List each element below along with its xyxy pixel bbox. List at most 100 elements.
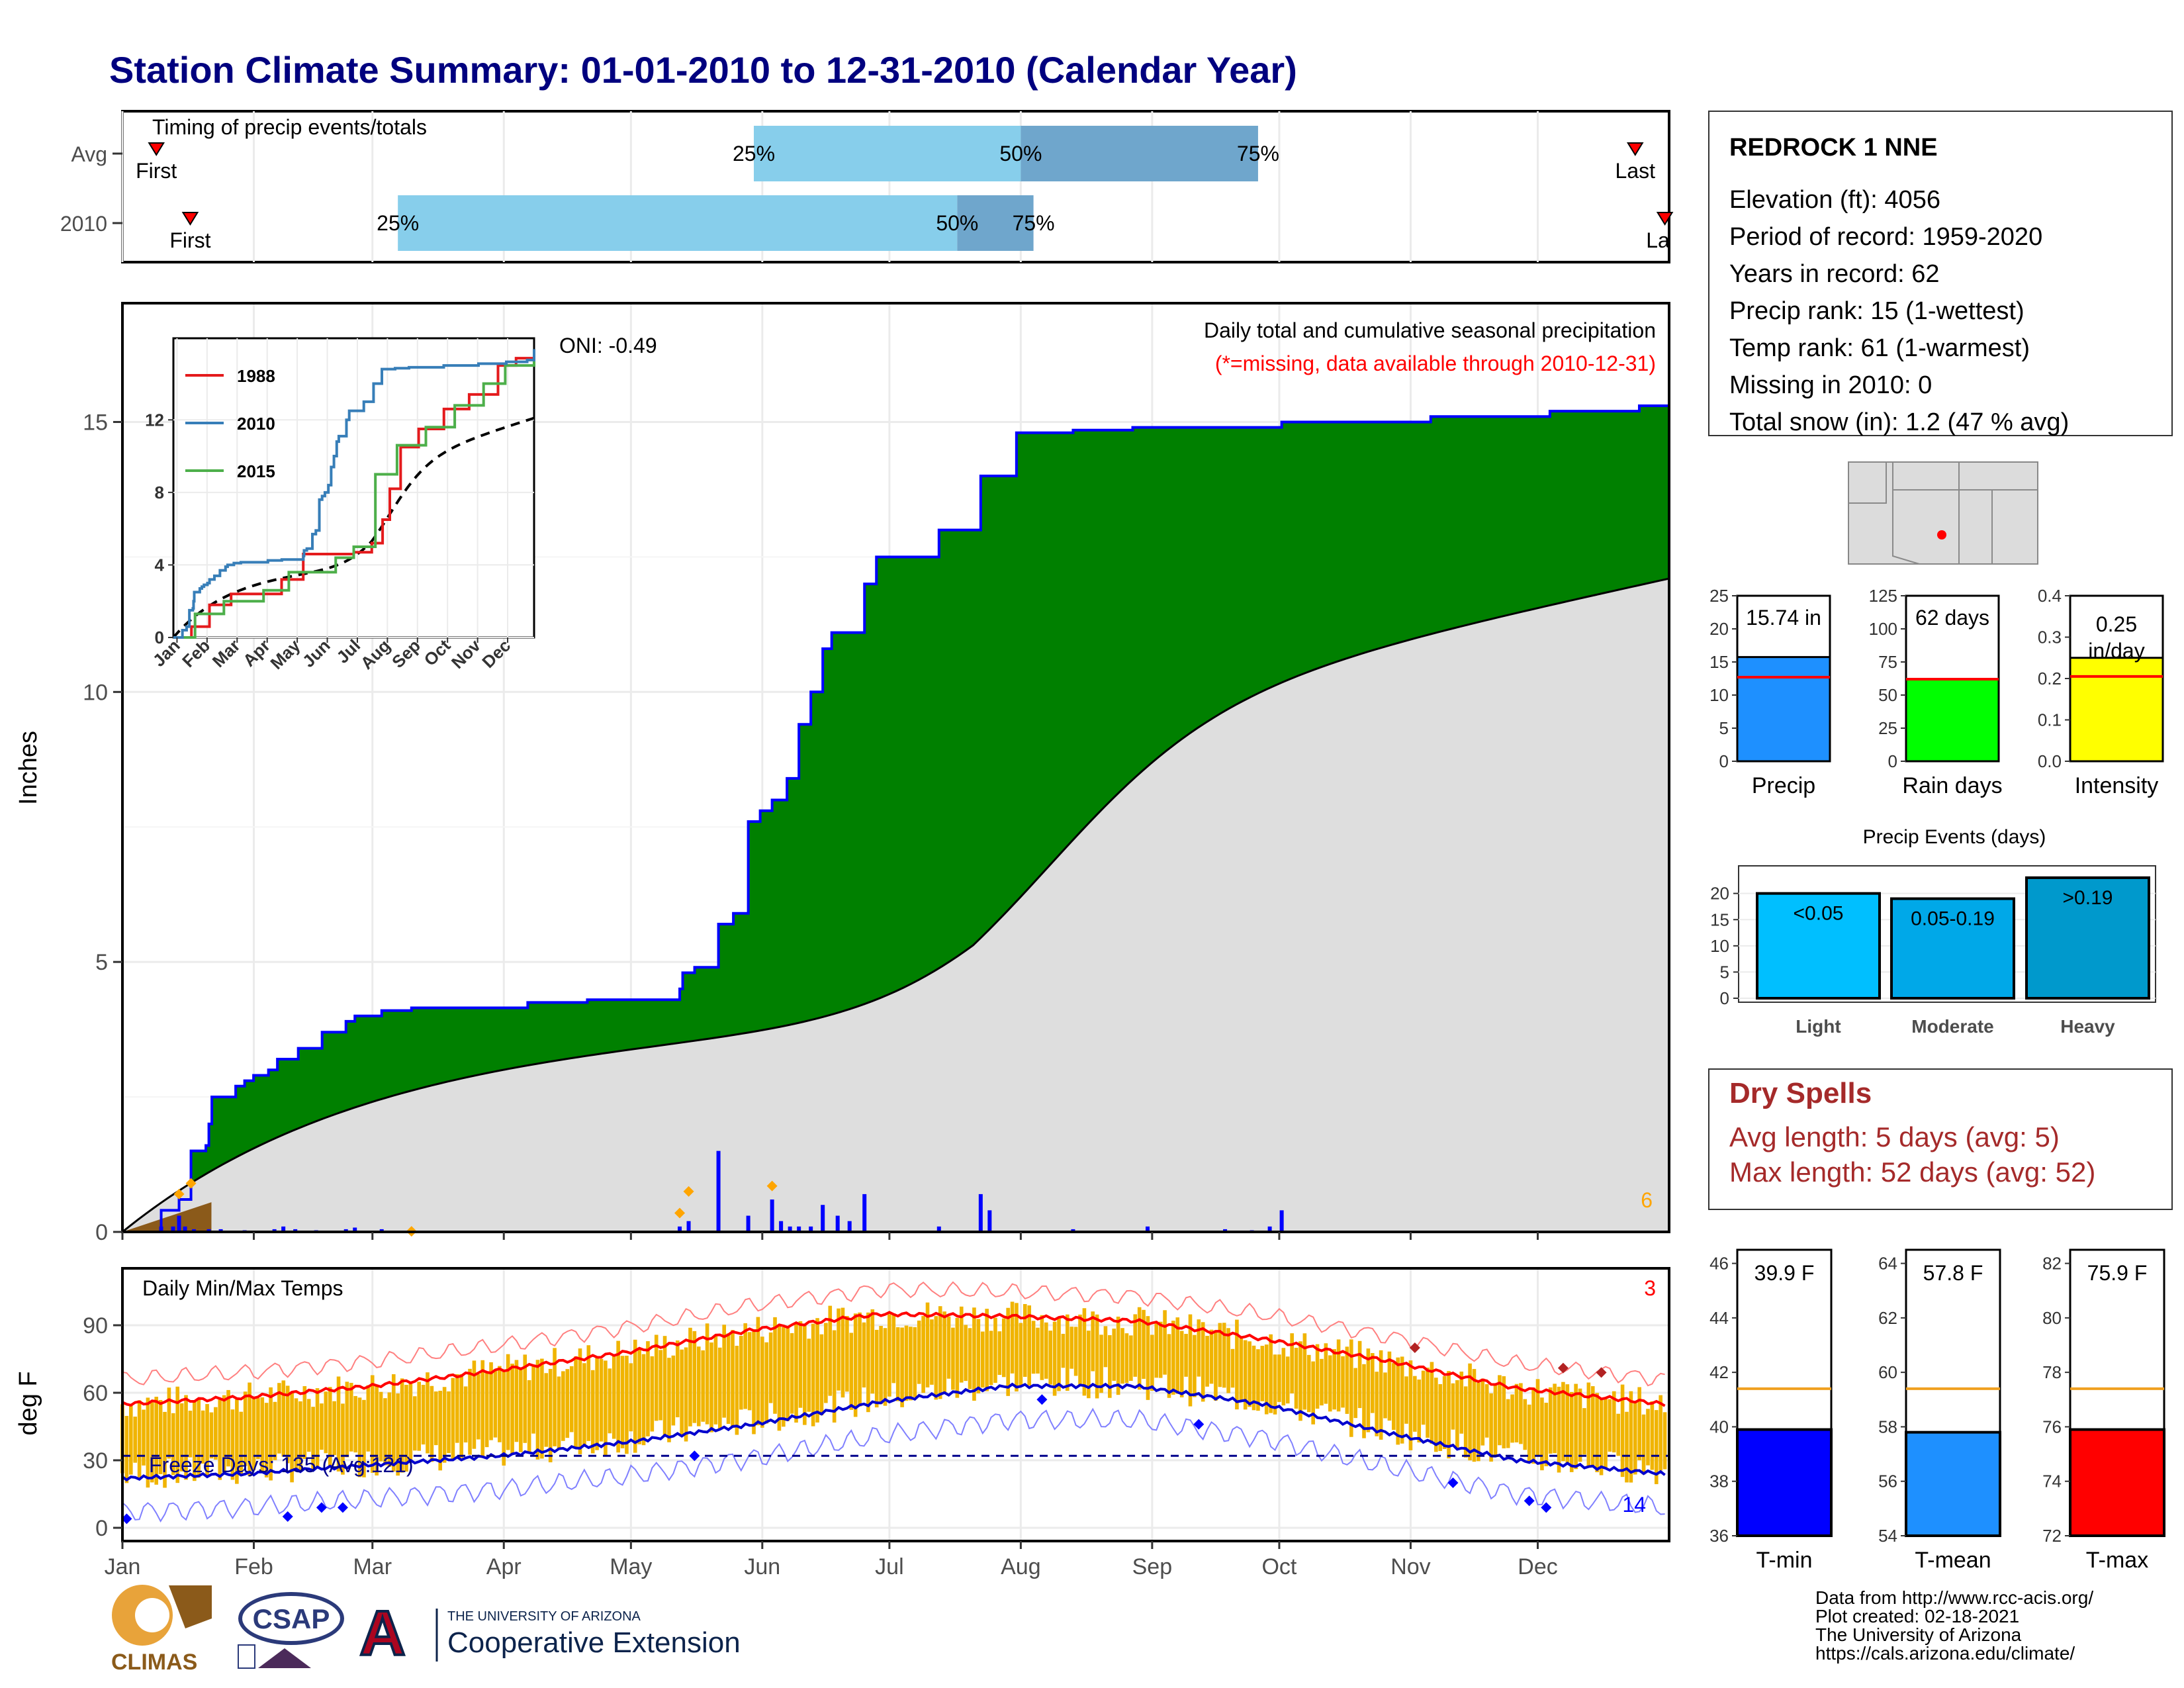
daily-precip-bar <box>272 1229 277 1232</box>
daily-temp-range-bar <box>1493 1383 1498 1456</box>
daily-temp-range-bar <box>743 1323 748 1409</box>
daily-precip-bar <box>293 1229 298 1232</box>
summary-tick-label: 75 <box>1878 652 1897 672</box>
daily-temp-range-bar <box>1387 1351 1392 1421</box>
summary-value-label: 15.74 in <box>1746 606 1821 630</box>
daily-temp-range-bar <box>1654 1410 1659 1485</box>
temp-summary-value: 39.9 F <box>1754 1261 1815 1285</box>
average-precip-area <box>121 577 1670 1233</box>
daily-temp-range-bar <box>913 1327 917 1397</box>
tmin-count-label: 14 <box>1622 1493 1646 1517</box>
daily-temp-range-bar <box>1302 1333 1307 1410</box>
temp-summary-label: T-max <box>2086 1548 2148 1573</box>
daily-temp-range-bar <box>370 1375 375 1473</box>
daily-temp-range-bar <box>1434 1378 1438 1452</box>
inset-y-tick-label: 0 <box>155 628 164 647</box>
inset-legend-label: 2010 <box>237 414 275 434</box>
station-info-box: REDROCK 1 NNE Elevation (ft): 4056 Period… <box>1708 111 2173 436</box>
temp-summary-bar <box>1905 1430 2001 1538</box>
daily-temp-range-bar <box>498 1366 502 1442</box>
daily-temp-range-bar <box>1544 1403 1549 1466</box>
temp-summary-bar-charts: 36 38 40 42 44 46 39.9 F T-min 54 56 58 60 62 64 57.8 … <box>1709 1248 2165 1573</box>
freeze-days-label: Freeze Days: 135 (Avg:121) <box>149 1453 414 1477</box>
daily-temp-range-bar <box>523 1354 527 1443</box>
daily-temp-range-bar <box>421 1385 426 1445</box>
daily-temp-range-bar <box>1040 1315 1044 1380</box>
summary-tick-label: 25 <box>1878 718 1897 738</box>
daily-temp-range-bar <box>1357 1340 1362 1409</box>
precip-event-bar <box>2025 876 2150 1000</box>
summary-bar <box>2069 657 2164 763</box>
daily-temp-range-bar <box>760 1336 764 1428</box>
daily-temp-range-bar <box>895 1327 900 1401</box>
daily-temp-range-bar <box>1535 1379 1540 1457</box>
temp-summary-tick-label: 80 <box>2042 1308 2062 1328</box>
summary-tick-label: 50 <box>1878 685 1897 705</box>
tmax-average-line <box>122 1311 1666 1407</box>
daily-precip-bar <box>835 1215 840 1232</box>
temp-summary-tick-label: 78 <box>2042 1362 2062 1382</box>
daily-temp-range-bar <box>942 1311 946 1393</box>
summary-tick-label: 25 <box>1709 586 1729 606</box>
daily-temp-range-bar <box>832 1330 837 1423</box>
daily-temp-range-bar <box>726 1333 731 1424</box>
daily-temp-range-bar <box>468 1368 472 1455</box>
daily-temp-range-bar <box>1510 1394 1514 1443</box>
daily-temp-range-bar <box>167 1387 171 1459</box>
temp-summary-label: T-min <box>1756 1548 1813 1573</box>
precip-y-tick-label: 10 <box>83 680 108 705</box>
daily-temp-range-bar <box>158 1399 163 1474</box>
ua-logo-small-text: THE UNIVERSITY OF ARIZONA <box>447 1609 641 1624</box>
daily-temp-range-bar <box>459 1374 464 1458</box>
summary-tick-label: 0 <box>1888 751 1897 771</box>
credits: Data from http://www.rcc-acis.org/ Plot … <box>1815 1587 2093 1664</box>
timing-p25-label: 25% <box>733 142 775 165</box>
daily-temp-range-bar <box>1404 1376 1408 1424</box>
daily-temp-range-bar <box>1472 1369 1477 1462</box>
daily-temp-range-bar <box>1175 1317 1180 1394</box>
daily-temp-range-bar <box>341 1403 345 1475</box>
daily-temp-range-bar <box>1463 1386 1468 1458</box>
daily-temp-range-bar <box>1519 1383 1523 1444</box>
daily-temp-range-bar <box>1277 1354 1281 1402</box>
daily-temp-range-bar <box>150 1402 154 1483</box>
timing-panel: Timing of precip events/totals Avg 2010 … <box>60 110 1674 263</box>
daily-temp-range-bar <box>701 1350 705 1422</box>
daily-temp-range-bar <box>561 1371 565 1441</box>
daily-temp-range-bar <box>1235 1319 1239 1410</box>
daily-temp-range-bar <box>1027 1305 1031 1386</box>
daily-temp-range-bar <box>1553 1383 1557 1454</box>
temp-record-marker <box>1036 1394 1048 1405</box>
daily-precip-bar <box>847 1221 852 1232</box>
inset-legend-label: 2015 <box>237 461 275 481</box>
temp-record-marker <box>1409 1342 1420 1353</box>
daily-temp-range-bar <box>1498 1375 1502 1446</box>
daily-precip-bar <box>788 1226 792 1232</box>
events-tick-label: 0 <box>1720 988 1729 1008</box>
month-tick-label: Aug <box>1001 1554 1041 1579</box>
daily-precip-bar <box>353 1227 357 1232</box>
inset-line-2015 <box>173 356 535 639</box>
daily-precip-bar <box>177 1215 181 1232</box>
precip-events-chart: Precip Events (days) 0 5 10 15 20 <0.05 Light 0… <box>1710 826 2156 1037</box>
temp-record-marker <box>1541 1502 1552 1513</box>
daily-temp-range-bar <box>269 1387 273 1481</box>
daily-temp-range-bar <box>934 1316 938 1400</box>
dry-spells-box: Dry Spells Avg length: 5 days (avg: 5) M… <box>1708 1068 2173 1210</box>
station-info-line: Total snow (in): 1.2 (47 % avg) <box>1729 408 2069 436</box>
daily-temp-range-bar <box>502 1371 506 1466</box>
precip-y-tick-label: 0 <box>95 1220 108 1245</box>
station-info-line: Missing in 2010: 0 <box>1729 371 1932 399</box>
temp-record-marker <box>689 1450 700 1462</box>
daily-temp-range-bar <box>243 1391 248 1466</box>
daily-precip-bar <box>821 1205 825 1232</box>
month-tick-label: Jul <box>875 1554 903 1579</box>
timing-bar-q1 <box>754 126 1021 181</box>
daily-temp-range-bar <box>1662 1412 1667 1470</box>
daily-precip-bar <box>171 1226 175 1232</box>
summary-bar-label: Intensity <box>2075 773 2159 798</box>
month-tick-label: Mar <box>353 1554 392 1579</box>
daily-temp-range-bar <box>1659 1395 1662 1471</box>
daily-temp-range-bar <box>1468 1363 1472 1461</box>
daily-temp-range-bar <box>565 1369 570 1438</box>
